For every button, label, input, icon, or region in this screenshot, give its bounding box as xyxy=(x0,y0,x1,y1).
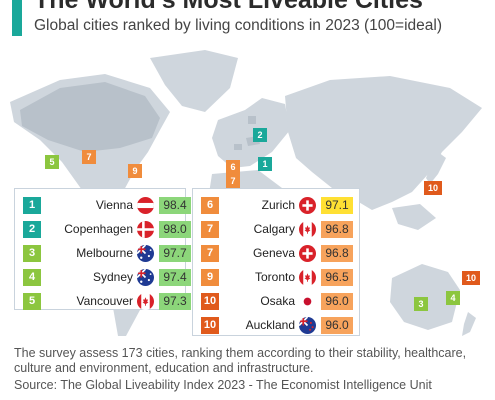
map-marker: 10 xyxy=(462,271,480,285)
city-name: Osaka xyxy=(260,294,295,308)
table-row: 1 Vienna 98.4 xyxy=(15,193,191,217)
map-marker: 3 xyxy=(414,297,428,311)
canada-flag-icon xyxy=(299,269,316,286)
score-value: 97.1 xyxy=(321,197,353,214)
southeast-asia-shape xyxy=(392,204,436,230)
city-name: Sydney xyxy=(92,270,133,284)
asia-shape xyxy=(285,76,482,210)
map-marker: 1 xyxy=(258,157,272,171)
rank-badge: 5 xyxy=(23,293,41,310)
city-name: Copenhagen xyxy=(64,222,133,236)
table-row: 2 Copenhagen 98.0 xyxy=(15,217,191,241)
score-value: 97.3 xyxy=(159,293,191,310)
score-value: 97.7 xyxy=(159,245,191,262)
table-row: 10 Auckland 96.0 xyxy=(193,313,359,337)
chart-title: The World's Most Liveable Cities xyxy=(34,0,423,14)
map-marker: 7 xyxy=(82,150,96,164)
accent-bar xyxy=(12,0,22,36)
map-marker: 4 xyxy=(446,291,460,305)
rank-badge: 1 xyxy=(23,197,41,214)
canada-flag-icon xyxy=(299,221,316,238)
city-name: Calgary xyxy=(253,222,295,236)
score-value: 96.5 xyxy=(321,269,353,286)
denmark-highlight-shape xyxy=(248,116,256,124)
score-value: 96.8 xyxy=(321,221,353,238)
rank-badge: 10 xyxy=(201,293,219,310)
table-row: 10 Osaka 96.0 xyxy=(193,289,359,313)
table-row: 9 Toronto 96.5 xyxy=(193,265,359,289)
japan-flag-icon xyxy=(299,293,316,310)
rank-badge: 6 xyxy=(201,197,219,214)
denmark-flag-icon xyxy=(137,221,154,238)
score-value: 96.0 xyxy=(321,317,353,334)
city-name: Toronto xyxy=(254,270,295,284)
score-value: 98.0 xyxy=(159,221,191,238)
table-row: 3 Melbourne 97.7 xyxy=(15,241,191,265)
map-marker: 5 xyxy=(45,155,59,169)
australia-flag-icon xyxy=(137,269,154,286)
footnote: The survey assess 173 cities, ranking th… xyxy=(14,346,467,375)
switzerland-flag-icon xyxy=(299,245,316,262)
switzerland-flag-icon xyxy=(299,197,316,214)
austria-flag-icon xyxy=(137,197,154,214)
score-value: 97.4 xyxy=(159,269,191,286)
map-marker: 7 xyxy=(226,174,240,188)
table-row: 7 Calgary 96.8 xyxy=(193,217,359,241)
new-zealand-shape xyxy=(462,312,476,336)
map-marker: 2 xyxy=(253,128,267,142)
rank-badge: 2 xyxy=(23,221,41,238)
table-row: 4 Sydney 97.4 xyxy=(15,265,191,289)
city-name: Zurich xyxy=(261,198,295,212)
map-marker: 9 xyxy=(128,164,142,178)
city-name: Auckland xyxy=(245,318,295,332)
table-row: 5 Vancouver 97.3 xyxy=(15,289,191,313)
greenland-shape xyxy=(150,50,238,112)
map-marker: 6 xyxy=(226,160,240,174)
rank-badge: 4 xyxy=(23,269,41,286)
canada-highlight-shape xyxy=(20,82,160,152)
map-marker: 10 xyxy=(424,181,442,195)
switzerland-highlight-shape xyxy=(234,144,242,150)
japan-shape xyxy=(426,152,446,184)
city-name: Geneva xyxy=(252,246,295,260)
rank-badge: 9 xyxy=(201,269,219,286)
world-map xyxy=(10,50,482,336)
rank-badge: 7 xyxy=(201,245,219,262)
ranking-table-left: 1 Vienna 98.4 2 Copenhagen 98.0 3 Melbourne 97.7… xyxy=(14,188,191,313)
city-name: Vienna xyxy=(95,198,133,212)
canada-flag-icon xyxy=(137,293,154,310)
score-value: 96.0 xyxy=(321,293,353,310)
ranking-table-right: 6 Zurich 97.1 7 Calgary 96.8 7 Geneva 96.8 9 Toron… xyxy=(192,188,360,336)
score-value: 98.4 xyxy=(159,197,191,214)
chart-subtitle: Global cities ranked by living condition… xyxy=(34,17,442,34)
source-line: Source: The Global Liveability Index 202… xyxy=(14,378,432,392)
city-name: Vancouver xyxy=(76,294,133,308)
rank-badge: 7 xyxy=(201,221,219,238)
table-row: 7 Geneva 96.8 xyxy=(193,241,359,265)
rank-badge: 3 xyxy=(23,245,41,262)
australia-flag-icon xyxy=(137,245,154,262)
new-zealand-flag-icon xyxy=(299,317,316,334)
rank-badge: 10 xyxy=(201,317,219,334)
score-value: 96.8 xyxy=(321,245,353,262)
city-name: Melbourne xyxy=(76,246,133,260)
europe-shape xyxy=(212,98,290,168)
table-row: 6 Zurich 97.1 xyxy=(193,193,359,217)
